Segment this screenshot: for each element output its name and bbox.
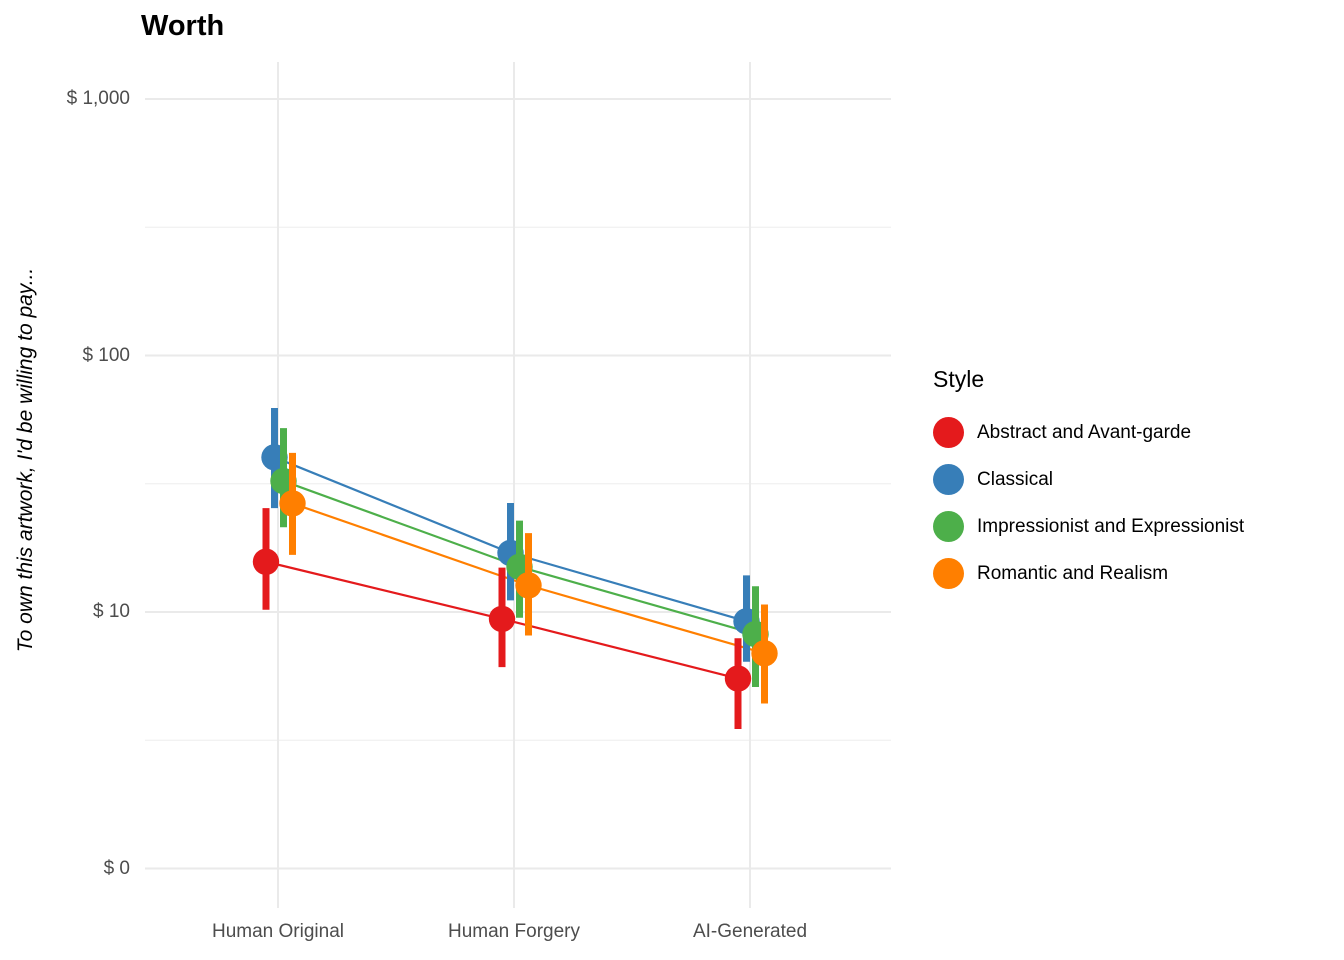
y-tick-label-100: $ 100	[82, 345, 130, 366]
legend-entry-romantic: Romantic and Realism	[933, 558, 1244, 589]
legend-dot-green-icon	[933, 511, 964, 542]
data-point	[252, 548, 280, 575]
legend-entry-label: Classical	[977, 468, 1054, 490]
y-tick-label-10: $ 10	[93, 601, 130, 622]
legend-title: Style	[933, 366, 985, 392]
legend: Style Abstract and Avant-garde Classical…	[933, 366, 1244, 605]
legend-dot-orange-icon	[933, 558, 964, 589]
legend-entry-label: Abstract and Avant-garde	[977, 421, 1192, 443]
data-point	[751, 640, 778, 667]
legend-dot-red-icon	[933, 417, 964, 448]
data-point	[279, 490, 306, 517]
y-tick-label-0: $ 0	[103, 858, 130, 879]
legend-entry-label: Impressionist and Expressionist	[977, 515, 1245, 537]
chart-title: Worth	[141, 10, 225, 42]
x-tick-label-human-original: Human Original	[212, 921, 344, 942]
data-point	[515, 572, 542, 599]
legend-entry-abstract: Abstract and Avant-garde	[933, 417, 1244, 448]
y-tick-label-1000: $ 1,000	[66, 88, 130, 109]
legend-entry-impressionist: Impressionist and Expressionist	[933, 511, 1244, 542]
data-point	[724, 665, 752, 692]
legend-entry-classical: Classical	[933, 464, 1244, 495]
x-tick-label-ai-generated: AI-Generated	[692, 921, 808, 942]
data-point	[488, 605, 516, 633]
y-axis-title: To own this artwork, I'd be willing to p…	[14, 267, 37, 653]
legend-entry-label: Romantic and Realism	[977, 562, 1169, 584]
x-tick-label-human-forgery: Human Forgery	[448, 921, 580, 942]
legend-dot-blue-icon	[933, 464, 964, 495]
